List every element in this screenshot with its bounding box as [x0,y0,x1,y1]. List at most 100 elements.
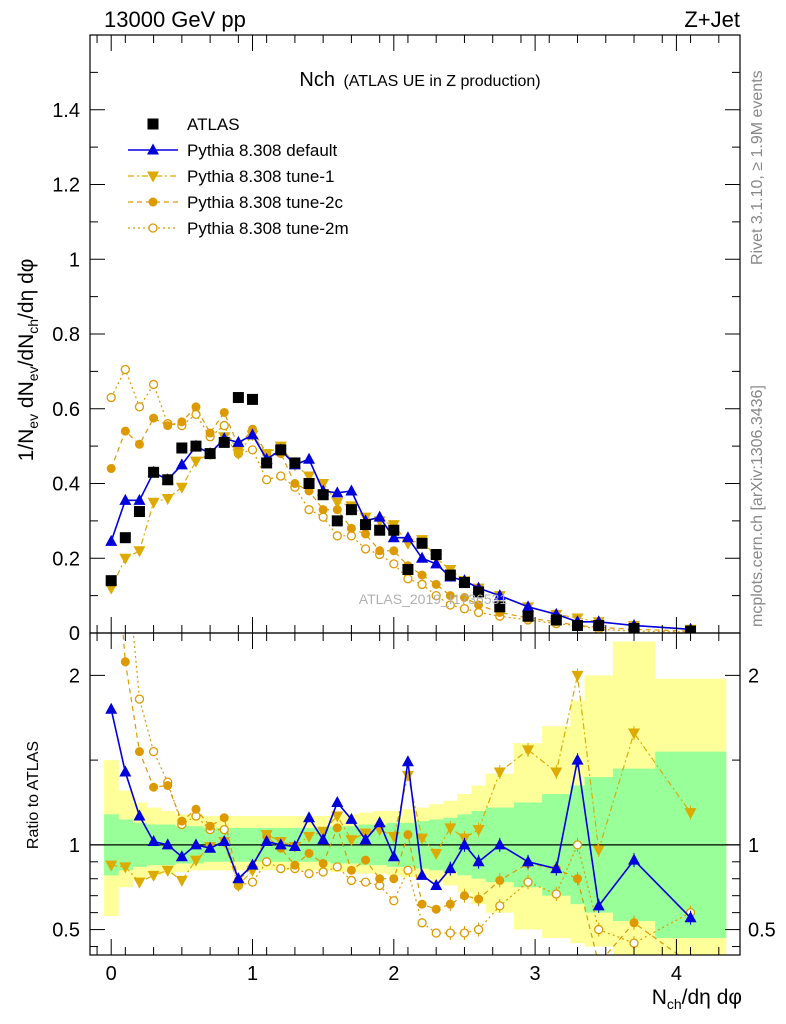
legend-item: Pythia 8.308 tune-2m [128,219,349,238]
ratio-point-default [317,833,330,845]
ratio-line-tune1 [111,675,691,887]
rivet-label: Rivet 3.1.10, ≥ 1.9M events [749,70,766,265]
ratio-point-default [303,811,316,823]
point-atlas [105,575,117,587]
point-atlas [550,614,562,626]
point-tune2c [205,428,215,438]
ratio-point-default [522,855,535,867]
main-panel: ATLAS_2019_I1736531 0 0.2 0.4 0.6 0.8 1 1.2 1.4… [15,34,741,645]
point-atlas [162,474,174,486]
ratio-point-tune2c [163,781,173,791]
ratio-line-tune2c [122,633,680,955]
ratio-point-tune2c [495,875,505,885]
ratio-point-default [345,812,358,824]
ratio-point-default [359,833,372,845]
point-tune2c [134,439,144,449]
x-tick-label: 4 [671,963,682,985]
point-atlas [204,448,216,460]
point-tune2m [431,590,441,601]
point-tune2m [106,392,116,403]
ratio-frame [89,632,741,956]
x-tick-label: 3 [530,963,541,985]
point-atlas [593,620,605,632]
ratio-point-tune2m [276,863,286,874]
point-default [303,452,316,464]
legend-label: Pythia 8.308 default [187,141,338,160]
legend-label: ATLAS [187,115,240,134]
ratio-point-tune1 [189,855,202,867]
point-atlas [247,393,258,405]
point-atlas [416,537,428,549]
legend-item: Pythia 8.308 tune-1 [128,167,334,186]
point-atlas [289,457,301,469]
ratio-point-tune2m [459,928,470,938]
ratio-point-tune2m [261,857,272,867]
ratio-point-tune1 [317,826,330,838]
point-tune2c [191,402,201,412]
point-tune2m [417,579,427,590]
ratio-point-tune1 [628,728,641,740]
ratio-point-tune2c [629,918,639,928]
ratio-point-tune1 [161,865,174,877]
point-tune1 [331,497,344,509]
ratio-point-default [274,838,287,850]
point-tune2c [332,505,342,515]
ratio-point-tune1 [472,825,485,837]
point-tune2c [106,464,116,474]
ratio-point-tune2c [417,899,427,909]
ratio-point-tune1 [105,860,118,872]
ratio-point-tune1 [401,770,414,782]
ratio-point-default [684,911,697,923]
point-tune2c [445,591,455,601]
ratio-point-tune2c [219,813,229,823]
point-atlas [388,524,400,536]
point-atlas [402,563,414,575]
ratio-point-default [592,899,605,911]
point-atlas [494,601,506,613]
ratio-point-default [493,838,506,850]
point-tune1 [189,456,202,468]
ratio-point-tune1 [522,745,535,757]
ratio-point-tune1 [303,831,316,843]
point-atlas [218,436,230,448]
legend-marker [147,171,159,183]
point-tune2c [318,505,328,515]
ratio-point-tune2m [495,901,505,911]
ratio-y-tick-label: 1 [69,835,80,857]
point-tune2m [120,364,130,375]
ratio-point-tune2c [389,874,399,884]
ratio-point-tune2m [473,924,484,935]
ratio-point-tune2m [551,889,561,899]
legend-label: Pythia 8.308 tune-2c [187,193,343,212]
ratio-point-tune1 [550,767,563,779]
point-default [401,531,414,543]
ratio-point-default [119,765,132,777]
point-tune1 [232,449,245,461]
main-title: Nch (ATLAS UE in Z production) [299,69,540,91]
legend-marker [147,118,159,130]
y-tick-label: 1.2 [52,175,80,197]
ratio-point-tune1 [416,833,429,845]
point-tune2c [346,523,356,533]
ratio-point-tune2m [346,875,357,886]
point-atlas [133,506,145,518]
point-default [119,493,132,505]
point-tune2m [459,604,470,614]
ratio-point-tune2m [148,746,159,757]
point-tune1 [119,553,132,565]
ratio-point-tune2c [177,816,187,826]
point-tune1 [133,546,146,558]
legend-marker [147,143,159,155]
mcplots-label: mcplots.cern.ch [arXiv:1306.3436] [749,385,766,627]
ratio-point-default [571,753,584,765]
point-atlas [522,610,534,622]
point-tune2m [473,607,484,618]
ratio-point-tune2c [107,478,116,487]
ratio-point-tune2m [134,694,145,704]
point-atlas [345,504,357,516]
ratio-point-default [161,838,174,850]
point-tune2m [332,531,342,541]
energy-label: 13000 GeV pp [104,7,246,32]
main-title-sub: (ATLAS UE in Z production) [343,73,540,90]
